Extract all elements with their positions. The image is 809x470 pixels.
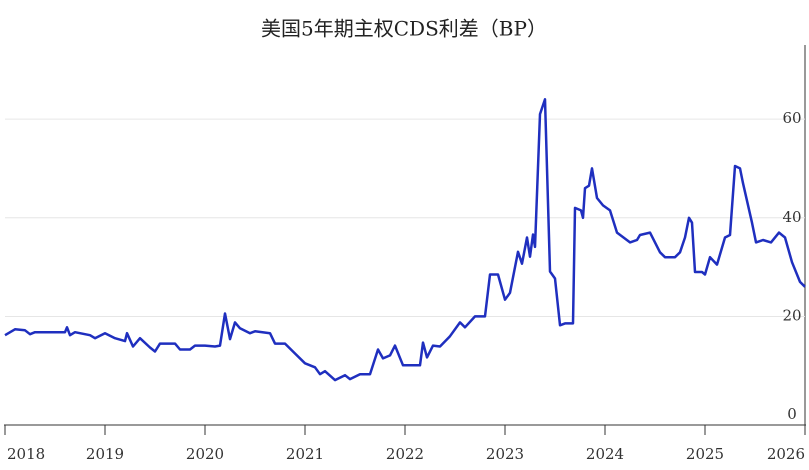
y-tick-label: 60 (782, 109, 801, 127)
x-tick-label: 2024 (586, 445, 624, 463)
x-tick-label: 2022 (386, 445, 424, 463)
y-tick-label: 40 (782, 208, 801, 226)
x-tick-label: 2021 (286, 445, 324, 463)
y-tick-label: 0 (787, 405, 797, 423)
x-tick-label: 2019 (86, 445, 124, 463)
data-line (4, 98, 806, 382)
y-tick-label: 20 (782, 306, 801, 324)
x-tick-label: 2020 (186, 445, 224, 463)
x-tick-label: 2026 (767, 445, 805, 463)
x-tick-label: 2023 (486, 445, 524, 463)
x-tick-label: 2025 (686, 445, 724, 463)
x-tick-label: 2018 (7, 445, 45, 463)
chart-title: 美国5年期主权CDS利差（BP） (261, 17, 547, 41)
